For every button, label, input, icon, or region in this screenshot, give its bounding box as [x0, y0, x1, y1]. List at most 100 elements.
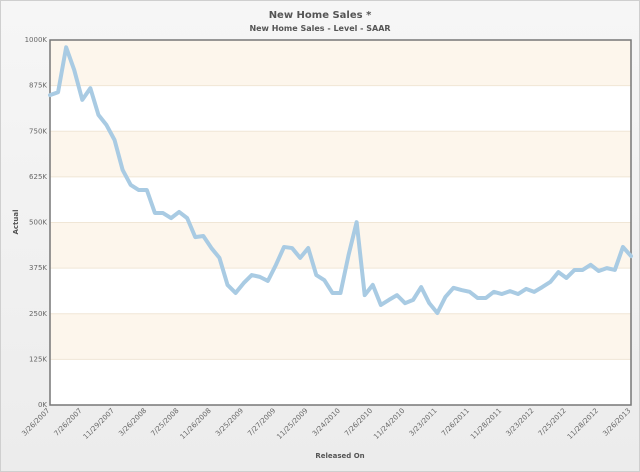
grid-band: [50, 40, 631, 86]
data-point: [129, 184, 132, 186]
data-point: [436, 312, 439, 314]
data-point: [428, 302, 431, 304]
data-point: [275, 264, 277, 266]
data-point: [57, 91, 59, 93]
data-point: [283, 246, 285, 248]
data-point: [73, 69, 76, 71]
grid-band: [50, 85, 631, 132]
data-point: [420, 286, 422, 288]
data-point: [323, 279, 326, 281]
x-axis-label: Released On: [315, 452, 364, 460]
data-point: [347, 254, 350, 256]
x-tick-label: 11/25/2009: [275, 407, 309, 441]
data-point: [146, 189, 148, 191]
data-point: [614, 269, 616, 271]
data-point: [194, 236, 197, 238]
data-point: [452, 287, 455, 289]
grid-band: [50, 313, 631, 360]
data-point: [226, 284, 229, 286]
x-tick-label: 11/28/2011: [469, 407, 503, 441]
x-tick-label: 11/26/2008: [179, 407, 213, 441]
data-point: [315, 274, 318, 276]
x-tick-label: 3/25/2009: [214, 407, 245, 438]
y-tick-label: 750K: [29, 127, 47, 135]
data-point: [501, 293, 503, 295]
data-point: [363, 294, 366, 296]
x-tick-label: 3/26/2008: [117, 407, 148, 438]
data-point: [525, 288, 527, 290]
data-point: [105, 124, 108, 126]
data-point: [493, 291, 495, 293]
data-point: [218, 257, 221, 259]
data-point: [581, 269, 584, 271]
data-point: [557, 271, 560, 273]
x-tick-label: 3/23/2012: [505, 407, 536, 438]
x-tick-label: 7/26/2010: [343, 407, 374, 438]
y-tick-label: 375K: [29, 264, 47, 272]
data-point: [267, 280, 269, 282]
data-point: [137, 189, 140, 191]
data-point: [178, 211, 180, 213]
data-point: [242, 282, 245, 284]
y-tick-label: 1000K: [25, 36, 48, 44]
data-point: [339, 292, 342, 294]
y-tick-label: 125K: [29, 355, 47, 363]
data-point: [81, 99, 84, 101]
data-point: [355, 221, 358, 223]
x-tick-label: 11/24/2010: [372, 407, 406, 441]
data-point: [234, 292, 237, 294]
data-point: [121, 169, 124, 171]
data-point: [291, 247, 293, 249]
data-point: [630, 255, 632, 257]
data-point: [89, 87, 92, 89]
x-tick-label: 3/26/2007: [20, 407, 51, 438]
y-tick-label: 875K: [29, 82, 47, 90]
grid-band: [50, 222, 631, 269]
x-tick-label: 11/28/2012: [566, 407, 600, 441]
data-point: [565, 277, 568, 279]
x-tick-label: 7/26/2007: [53, 407, 84, 438]
data-point: [154, 212, 156, 214]
data-point: [396, 294, 398, 296]
data-point: [186, 217, 188, 219]
x-tick-label: 3/26/2013: [601, 407, 632, 438]
chart-title: New Home Sales *: [268, 10, 372, 21]
data-point: [484, 297, 487, 299]
y-tick-label: 625K: [29, 173, 47, 181]
x-tick-label: 7/26/2011: [440, 407, 471, 438]
data-point: [210, 247, 213, 249]
data-point: [476, 297, 479, 299]
data-point: [250, 274, 253, 276]
y-tick-label: 0K: [38, 401, 47, 409]
data-point: [380, 304, 382, 306]
data-point: [404, 302, 406, 304]
grid-band: [50, 359, 631, 405]
x-tick-label: 7/25/2012: [537, 407, 568, 438]
data-point: [97, 114, 100, 116]
data-point: [388, 299, 390, 301]
x-tick-label: 11/29/2007: [82, 407, 116, 441]
data-point: [509, 290, 511, 292]
grid-band: [50, 131, 631, 177]
plot-border: [49, 39, 632, 406]
grid-band: [50, 176, 631, 223]
data-point: [170, 217, 172, 219]
x-tick-label: 7/25/2008: [149, 407, 180, 438]
data-point: [541, 286, 544, 288]
chart-subtitle: New Home Sales - Level - SAAR: [249, 24, 391, 33]
data-point: [460, 289, 463, 291]
data-point: [605, 267, 608, 269]
data-point: [113, 139, 116, 141]
data-point: [49, 94, 51, 96]
data-point: [299, 257, 301, 259]
x-tick-label: 7/27/2009: [246, 407, 277, 438]
data-point: [307, 247, 310, 249]
data-point: [412, 299, 414, 301]
data-point: [202, 235, 205, 237]
data-point: [517, 293, 519, 295]
y-axis-label: Actual: [12, 209, 20, 234]
x-tick-label: 3/24/2010: [311, 407, 342, 438]
data-point: [331, 292, 334, 294]
data-point: [622, 246, 624, 248]
